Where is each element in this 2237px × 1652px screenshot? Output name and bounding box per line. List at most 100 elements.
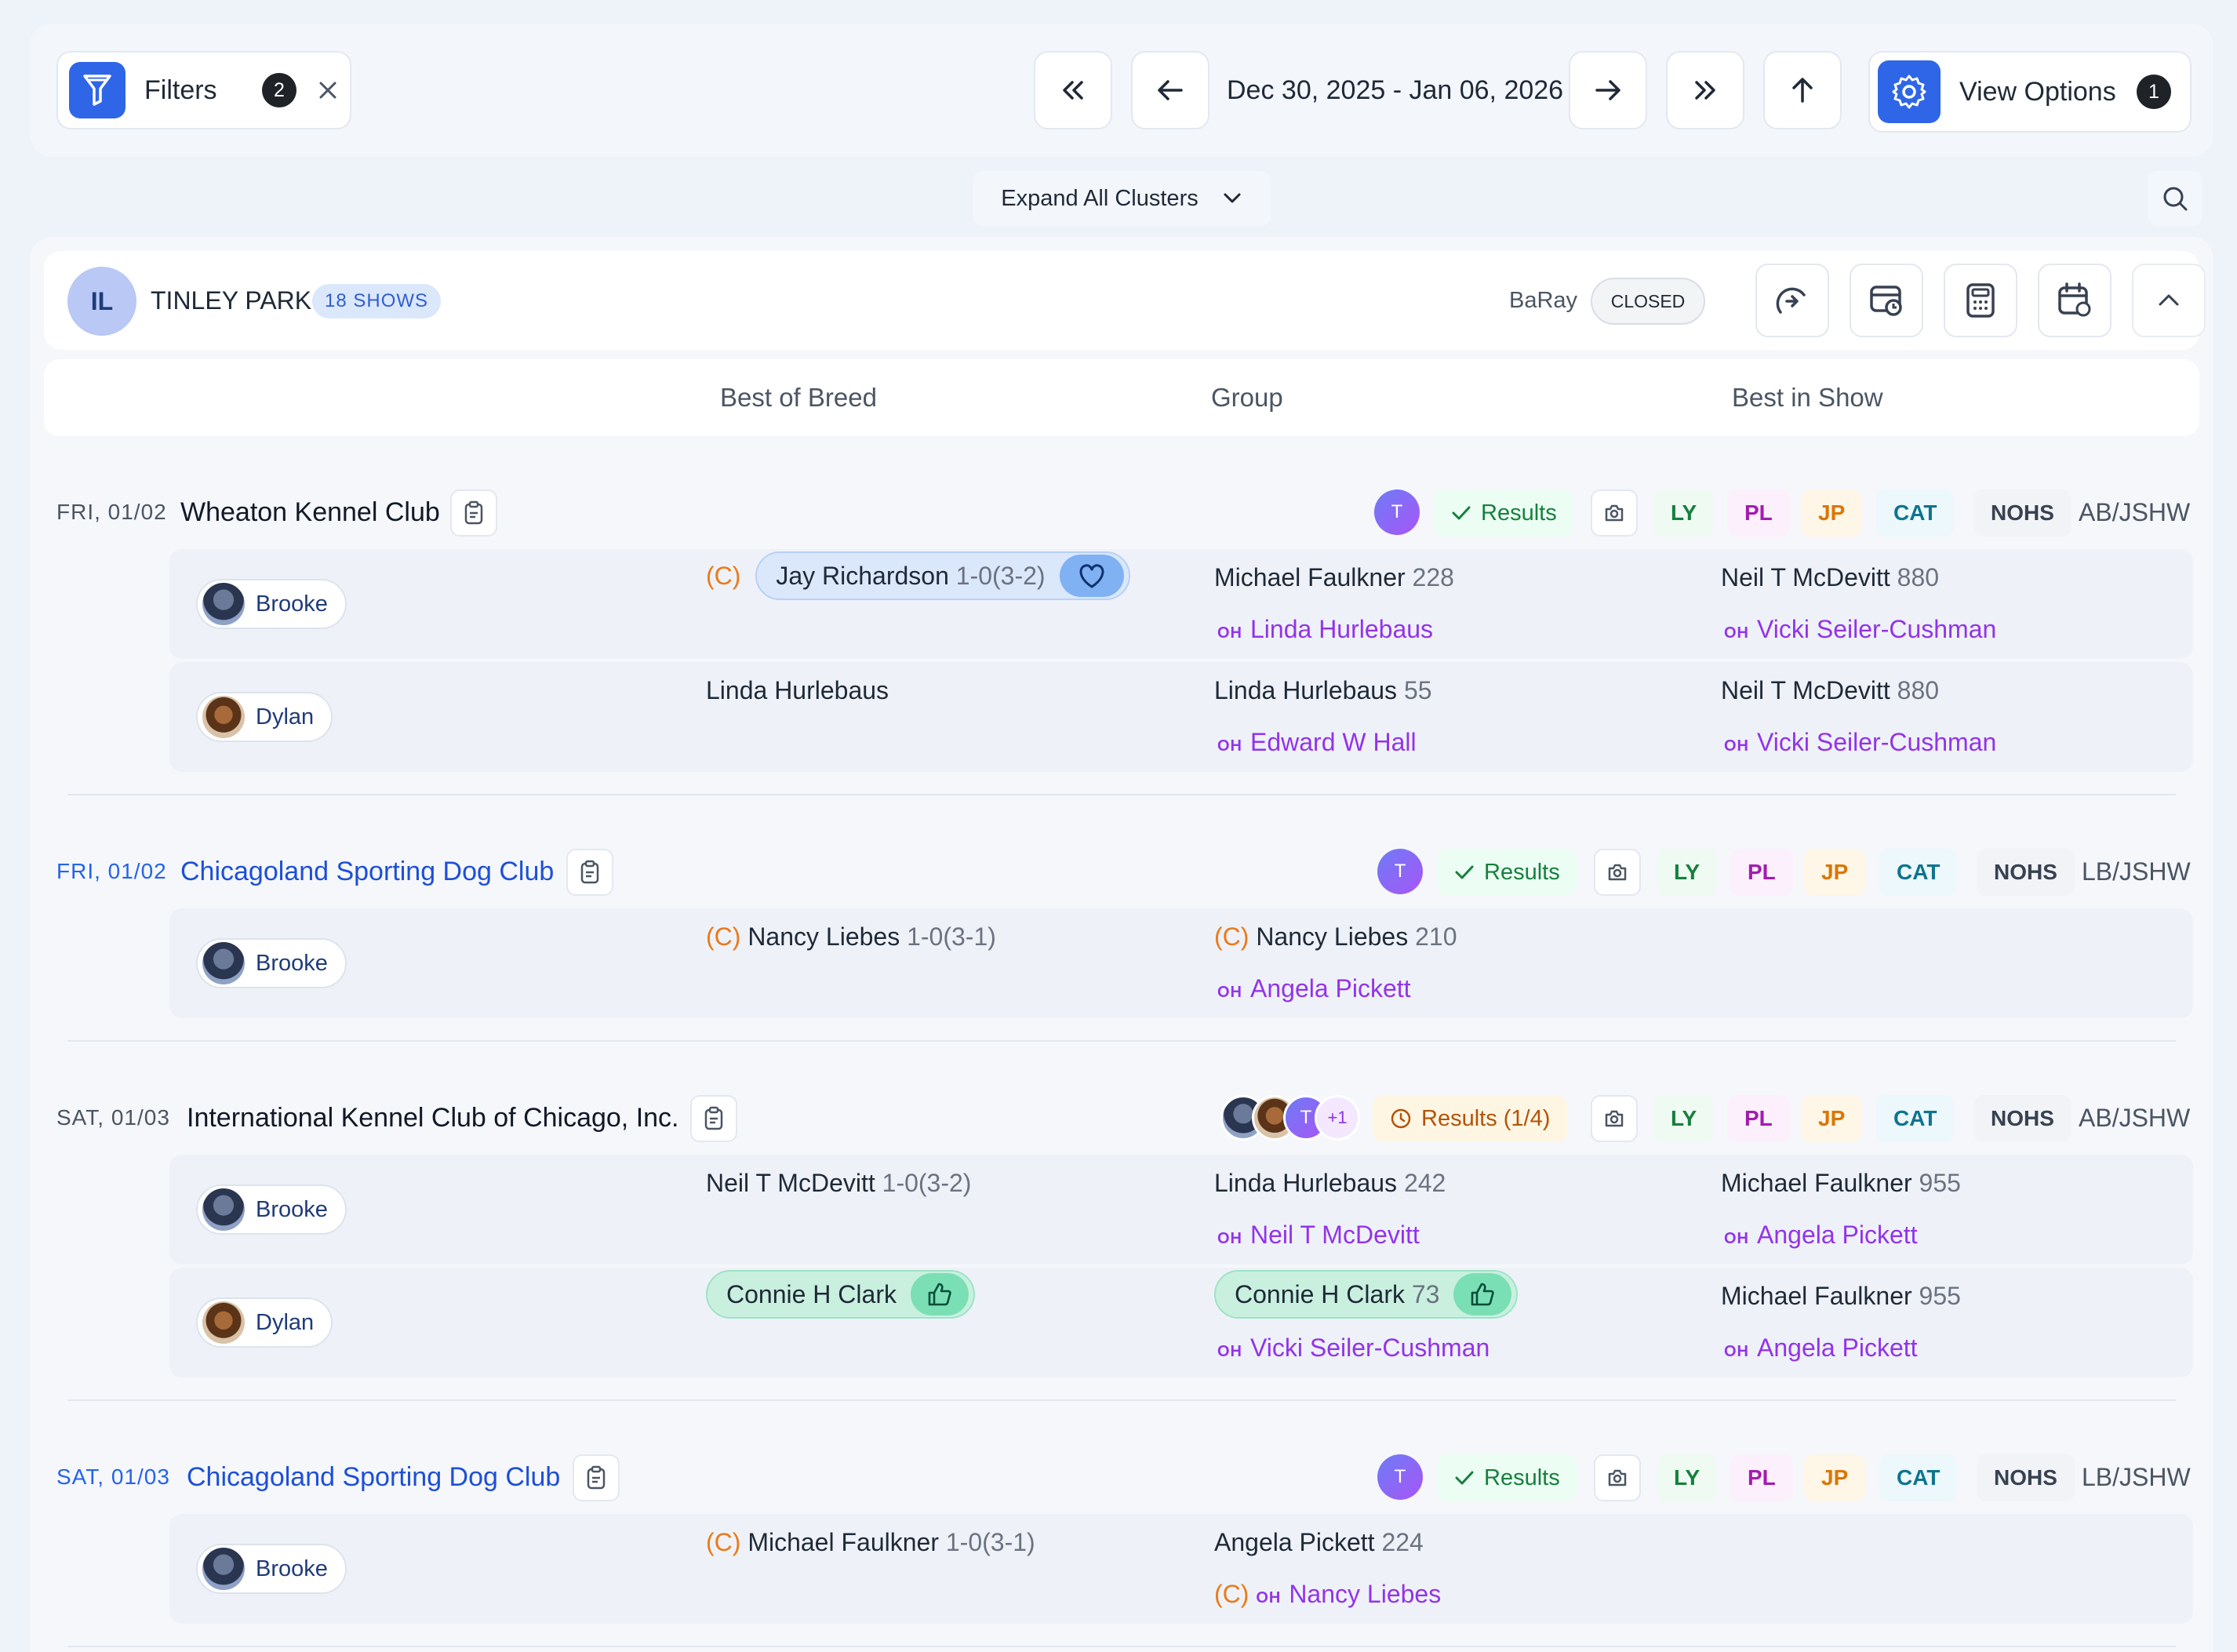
tag-nohs[interactable]: NOHS — [1977, 1454, 2075, 1501]
bis-oh-judge[interactable]: OH Vicki Seiler-Cushman — [1724, 719, 1996, 766]
bob-cell: (C) Jay Richardson 1-0(3-2) — [706, 551, 1130, 601]
table-row[interactable]: Brooke (C) Jay Richardson 1-0(3-2) Micha… — [169, 549, 2193, 659]
handler-chip[interactable]: Brooke — [196, 1544, 347, 1594]
table-row[interactable]: Dylan Connie H Clark Connie H Clark 73 O… — [169, 1268, 2193, 1377]
clock-icon — [1391, 1108, 1411, 1129]
bob-cell[interactable]: (C) Michael Faulkner 1-0(3-1) — [706, 1517, 1035, 1567]
bis-oh-judge[interactable]: OH Angela Pickett — [1724, 1324, 1918, 1371]
tag-pl[interactable]: PL — [1727, 489, 1790, 537]
clipboard-button[interactable] — [573, 1454, 620, 1501]
camera-button[interactable] — [1594, 1454, 1641, 1501]
results-button[interactable]: Results (1/4) — [1373, 1095, 1568, 1142]
show-header: SAT, 01/03 International Kennel Club of … — [30, 1090, 2213, 1145]
tag-cat[interactable]: CAT — [1879, 1454, 1958, 1501]
handler-chip[interactable]: Brooke — [196, 1184, 347, 1235]
group-oh-judge[interactable]: OH Edward W Hall — [1217, 719, 1417, 766]
tag-jp[interactable]: JP — [1804, 849, 1866, 896]
search-button[interactable] — [2148, 171, 2202, 226]
table-row[interactable]: Brooke Neil T McDevitt 1-0(3-2) Linda Hu… — [169, 1155, 2193, 1264]
tag-ly[interactable]: LY — [1653, 1095, 1715, 1142]
handler-chip[interactable]: Dylan — [196, 1297, 333, 1348]
tag-ly[interactable]: LY — [1657, 849, 1718, 896]
group-oh-judge[interactable]: OH Angela Pickett — [1217, 965, 1411, 1012]
table-row[interactable]: Brooke (C) Michael Faulkner 1-0(3-1) Ang… — [169, 1514, 2193, 1624]
filters-button[interactable]: Filters 2 — [56, 51, 351, 129]
group-oh-judge[interactable]: OH Linda Hurlebaus — [1217, 606, 1433, 653]
schedule-browser-button[interactable] — [1850, 264, 1923, 337]
route-button[interactable] — [1755, 264, 1829, 337]
camera-button[interactable] — [1591, 489, 1638, 537]
tag-jp[interactable]: JP — [1804, 1454, 1866, 1501]
clipboard-button[interactable] — [566, 849, 613, 896]
dog-avatar — [202, 583, 245, 625]
judge-name: Nancy Liebes — [1256, 922, 1409, 951]
next-week-button[interactable] — [1569, 51, 1647, 129]
camera-button[interactable] — [1594, 849, 1641, 896]
expand-all-clusters-dropdown[interactable]: Expand All Clusters — [973, 171, 1271, 226]
thumbs-up-button[interactable] — [1453, 1273, 1512, 1315]
table-row[interactable]: Dylan Linda Hurlebaus Linda Hurlebaus 55… — [169, 662, 2193, 772]
club-name[interactable]: Wheaton Kennel Club — [180, 497, 440, 527]
calculator-icon — [1966, 283, 1995, 318]
last-week-button[interactable] — [1666, 51, 1744, 129]
bob-cell[interactable]: Neil T McDevitt 1-0(3-2) — [706, 1158, 971, 1208]
table-row[interactable]: Brooke (C) Nancy Liebes 1-0(3-1) (C) Nan… — [169, 908, 2193, 1018]
tag-cat[interactable]: CAT — [1876, 489, 1955, 537]
handler-chip[interactable]: Brooke — [196, 579, 347, 629]
previous-week-button[interactable] — [1131, 51, 1209, 129]
judge-pill-selected[interactable]: Jay Richardson 1-0(3-2) — [755, 551, 1130, 600]
results-button[interactable]: Results — [1434, 489, 1574, 537]
results-button[interactable]: Results — [1437, 849, 1577, 896]
club-name-link[interactable]: Chicagoland Sporting Dog Club — [180, 857, 555, 886]
calculator-button[interactable] — [1944, 264, 2017, 337]
handler-name: Brooke — [256, 591, 328, 617]
group-oh-judge[interactable]: OH Neil T McDevitt — [1217, 1211, 1420, 1258]
judge-number: 955 — [1919, 1282, 1961, 1310]
bob-cell[interactable]: Linda Hurlebaus — [706, 665, 889, 715]
tag-cat[interactable]: CAT — [1879, 849, 1958, 896]
collapse-cluster-button[interactable] — [2132, 264, 2206, 337]
tag-ly[interactable]: LY — [1653, 489, 1715, 537]
top-toolbar: Filters 2 Dec 30, 2025 - Jan 06, 2026 Vi… — [30, 24, 2213, 157]
tag-jp[interactable]: JP — [1801, 1095, 1863, 1142]
bob-cell[interactable]: (C) Nancy Liebes 1-0(3-1) — [706, 912, 996, 962]
favorite-button[interactable] — [1059, 555, 1124, 597]
date-range-label[interactable]: Dec 30, 2025 - Jan 06, 2026 — [1227, 75, 1564, 105]
club-name[interactable]: International Kennel Club of Chicago, In… — [187, 1103, 679, 1133]
tag-pl[interactable]: PL — [1730, 849, 1793, 896]
show-header: SAT, 01/03 Chicagoland Sporting Dog Club… — [30, 1450, 2213, 1505]
judge-pill-approved[interactable]: Connie H Clark — [706, 1270, 975, 1319]
results-button[interactable]: Results — [1437, 1454, 1577, 1501]
oh-badge: OH — [1217, 624, 1242, 642]
tag-cat[interactable]: CAT — [1876, 1095, 1955, 1142]
clear-filters-close-icon[interactable] — [307, 70, 348, 111]
column-best-of-breed: Best of Breed — [720, 383, 877, 412]
handler-chip[interactable]: Dylan — [196, 692, 333, 742]
club-name-link[interactable]: Chicagoland Sporting Dog Club — [187, 1462, 561, 1492]
thumbs-up-button[interactable] — [910, 1273, 969, 1315]
scroll-to-top-button[interactable] — [1763, 51, 1842, 129]
bis-oh-judge[interactable]: OH Angela Pickett — [1724, 1211, 1918, 1258]
group-oh-judge[interactable]: (C) OH Nancy Liebes — [1214, 1570, 1441, 1617]
bis-oh-judge[interactable]: OH Vicki Seiler-Cushman — [1724, 606, 1996, 653]
tag-nohs[interactable]: NOHS — [1973, 1095, 2071, 1142]
clipboard-button[interactable] — [450, 489, 497, 537]
tag-pl[interactable]: PL — [1730, 1454, 1793, 1501]
tag-ly[interactable]: LY — [1657, 1454, 1718, 1501]
view-options-button[interactable]: View Options 1 — [1868, 51, 2192, 133]
camera-button[interactable] — [1591, 1095, 1638, 1142]
group-oh-judge[interactable]: OH Vicki Seiler-Cushman — [1217, 1324, 1490, 1371]
location-header[interactable]: IL TINLEY PARK 18 SHOWS BaRay CLOSED — [44, 251, 2206, 350]
handler-chip[interactable]: Brooke — [196, 938, 347, 988]
status-badge: CLOSED — [1591, 278, 1705, 325]
calendar-button[interactable] — [2038, 264, 2112, 337]
judge-pill-approved[interactable]: Connie H Clark 73 — [1214, 1270, 1519, 1319]
judge-record: 1-0(3-2) — [882, 1169, 972, 1197]
tag-pl[interactable]: PL — [1727, 1095, 1790, 1142]
tag-nohs[interactable]: NOHS — [1977, 849, 2075, 896]
tag-nohs[interactable]: NOHS — [1973, 489, 2071, 537]
first-week-button[interactable] — [1034, 51, 1112, 129]
more-users-badge[interactable]: +1 — [1315, 1095, 1360, 1141]
tag-jp[interactable]: JP — [1801, 489, 1863, 537]
clipboard-button[interactable] — [690, 1095, 737, 1142]
